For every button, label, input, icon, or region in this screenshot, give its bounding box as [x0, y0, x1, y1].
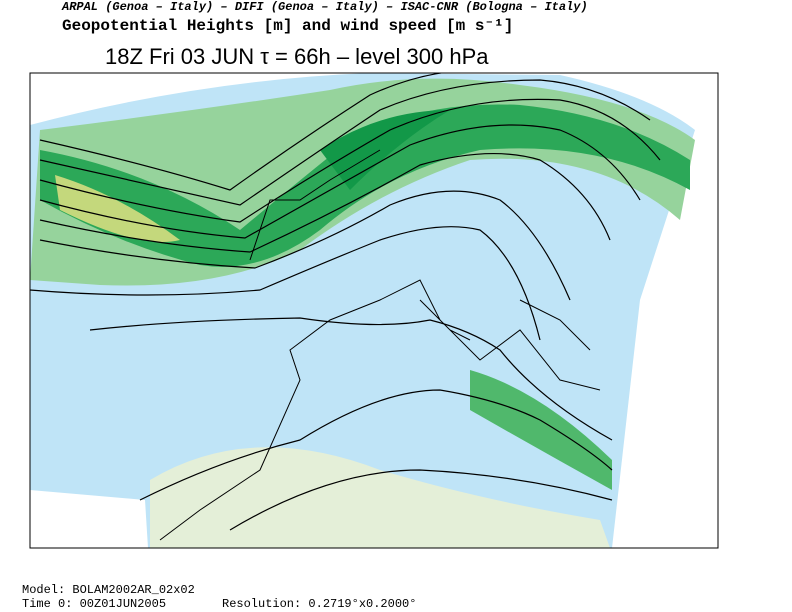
title: Geopotential Heights [m] and wind speed … [62, 17, 513, 35]
footer-time: Time 0: 00Z01JUN2005 [22, 597, 166, 611]
contour-line [39, 124, 641, 239]
contour-line [30, 226, 541, 341]
footer-resolution: Resolution: 0.2719°x0.2000° [222, 597, 416, 611]
map-area [30, 73, 695, 548]
land [159, 149, 601, 541]
jet-peak-core [320, 110, 450, 190]
contour-line [39, 98, 661, 223]
subtitle: 18Z Fri 03 JUN τ = 66h – level 300 hPa [105, 44, 489, 69]
contour-line [89, 317, 613, 441]
contour-line [139, 389, 613, 501]
credits: ARPAL (Genoa – Italy) – DIFI (Genoa – It… [61, 0, 588, 14]
contour-line [39, 73, 445, 191]
pale-area [150, 447, 610, 548]
contour-line [39, 190, 571, 301]
map-frame [29, 72, 719, 549]
contour-line [229, 469, 613, 531]
jet-core [40, 104, 690, 267]
contour-line [39, 79, 651, 206]
contours [30, 73, 661, 531]
contour-line [39, 152, 611, 253]
south-jet [470, 370, 612, 490]
footer-model: Model: BOLAM2002AR_02x02 [22, 583, 195, 597]
